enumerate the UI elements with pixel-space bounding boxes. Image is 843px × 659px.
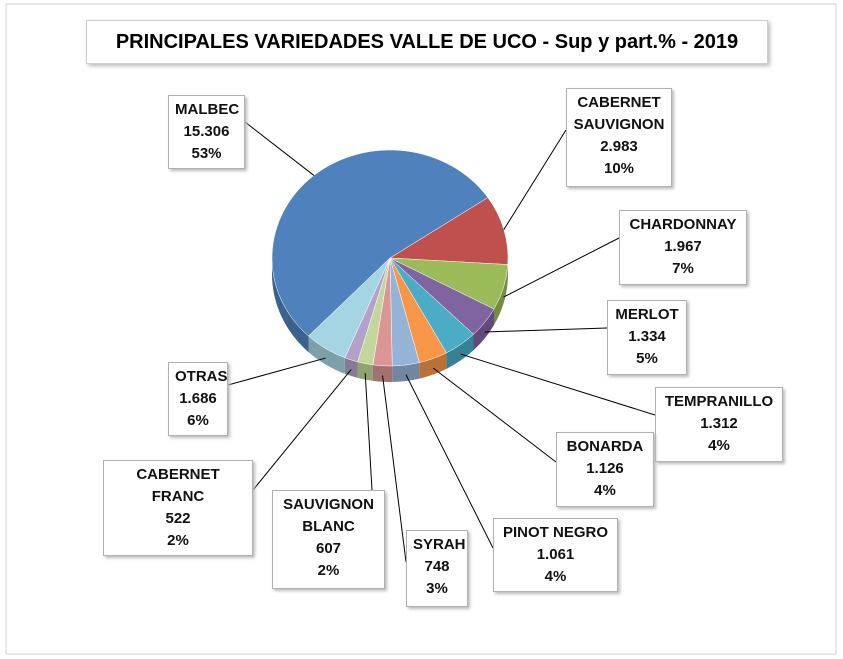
label-percent: 5%: [636, 350, 658, 367]
frame: [5, 3, 837, 655]
label-percent: 6%: [187, 412, 209, 429]
label-value: 15.306: [183, 123, 230, 140]
label-percent: 7%: [672, 260, 694, 277]
slice-side: [272, 258, 309, 353]
label-value: 1.312: [700, 415, 738, 432]
data-label: OTRAS 1.686 6%: [168, 362, 228, 436]
label-percent: 53%: [191, 145, 222, 162]
leader-line: [405, 374, 494, 549]
label-name: CABERNET FRANC: [136, 466, 220, 505]
slice: [389, 197, 509, 265]
label-value: 522: [165, 510, 191, 527]
data-label: PINOT NEGRO 1.061 4%: [493, 518, 618, 592]
data-label: SYRAH 748 3%: [406, 530, 468, 607]
slice-side: [419, 352, 447, 379]
label-value: 607: [315, 540, 342, 557]
label-name: TEMPRANILLO: [664, 393, 774, 410]
leader-line: [227, 357, 326, 386]
chart-title: PRINCIPALES VARIEDADES VALLE DE UCO - Su…: [86, 20, 768, 64]
label-name: MERLOT: [615, 306, 679, 323]
label-percent: 3%: [426, 580, 448, 597]
leader-line: [244, 121, 315, 176]
leader-line: [503, 237, 620, 298]
label-percent: 4%: [594, 482, 616, 499]
slice-side: [357, 361, 373, 381]
label-value: 1.686: [179, 390, 217, 407]
label-value: 748: [424, 558, 450, 575]
label-name: BONARDA: [566, 438, 644, 455]
label-value: 1.126: [586, 460, 624, 477]
label-value: 1.967: [664, 238, 702, 255]
leader-line: [484, 327, 608, 333]
data-label: MALBEC 15.306 53%: [168, 95, 245, 169]
data-label: CABERNET SAUVIGNON 2.983 10%: [566, 88, 672, 187]
leader-line: [364, 373, 373, 491]
slice-side: [446, 334, 474, 369]
label-name: SAUVIGNON BLANC: [283, 496, 374, 535]
leader-line: [252, 369, 352, 491]
label-percent: 10%: [603, 160, 635, 177]
slice-side: [392, 362, 420, 382]
label-name: CHARDONNAY: [629, 216, 737, 233]
label-name: OTRAS: [175, 368, 228, 385]
data-label: TEMPRANILLO 1.312 4%: [655, 387, 783, 462]
label-percent: 2%: [167, 532, 189, 549]
slice-side: [308, 336, 345, 374]
data-label: CHARDONNAY 1.967 7%: [619, 210, 747, 285]
label-value: 1.061: [536, 546, 575, 563]
label-value: 2.983: [600, 138, 638, 155]
leader-line: [460, 353, 656, 416]
data-label: CABERNET FRANC 522 2%: [103, 460, 253, 556]
label-percent: 4%: [708, 437, 730, 454]
leader-line: [432, 367, 557, 463]
data-label: BONARDA 1.126 4%: [556, 432, 654, 507]
label-percent: 2%: [317, 562, 340, 579]
slice-side: [473, 309, 494, 351]
slice: [308, 257, 391, 359]
slice-side: [493, 264, 508, 326]
data-label: SAUVIGNON BLANC 607 2%: [272, 490, 385, 589]
label-name: SYRAH: [413, 536, 466, 553]
label-name: CABERNET SAUVIGNON: [573, 94, 665, 133]
label-name: MALBEC: [175, 101, 240, 118]
leader-line: [503, 129, 567, 230]
label-percent: 4%: [544, 568, 567, 585]
label-name: PINOT NEGRO: [502, 524, 608, 541]
data-label: MERLOT 1.334 5%: [607, 300, 687, 375]
slice-side: [372, 364, 393, 382]
label-value: 1.334: [628, 328, 666, 345]
leader-line: [382, 375, 407, 563]
